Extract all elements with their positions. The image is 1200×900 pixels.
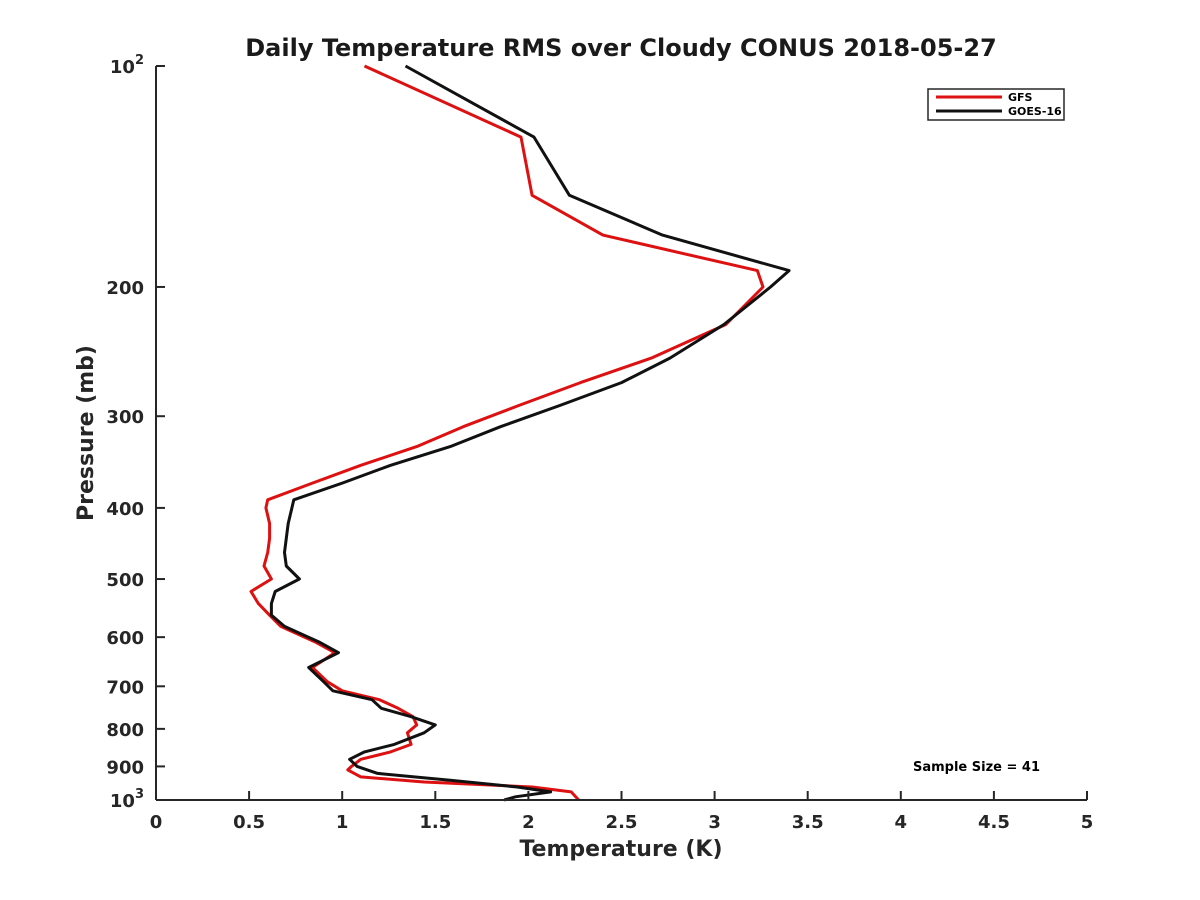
x-ticks: 0 0.5 1 1.5 2 2.5 3 3.5 4 4.5 5 (150, 791, 1094, 833)
y-tick-label-4: 500 (106, 570, 144, 591)
series-layer (249, 64, 791, 802)
x-tick-label-4: 2 (522, 812, 535, 833)
y-tick-label-6: 700 (106, 677, 144, 698)
series-line-goes16 (269, 64, 791, 802)
legend: GFS GOES-16 (927, 88, 1065, 121)
x-tick-label-5: 2.5 (606, 812, 638, 833)
y-tick-label-3: 400 (106, 499, 144, 520)
y-tick-label-8: 900 (106, 757, 144, 778)
y-tick-label-1: 200 (106, 278, 144, 299)
legend-label-goes16: GOES-16 (1008, 105, 1062, 118)
x-tick-label-1: 0.5 (233, 812, 265, 833)
x-tick-label-10: 5 (1081, 812, 1094, 833)
x-tick-label-0: 0 (150, 812, 163, 833)
axes (155, 66, 1087, 801)
x-tick-label-3: 1.5 (419, 812, 451, 833)
y-tick-label-5: 600 (106, 628, 144, 649)
y-axis-label: Pressure (mb) (74, 345, 99, 521)
series-line-gfs (249, 64, 765, 802)
x-tick-label-2: 1 (336, 812, 349, 833)
y-tick-label-0: 102 (110, 53, 144, 78)
legend-label-gfs: GFS (1008, 91, 1033, 104)
sample-size-annotation: Sample Size = 41 (913, 760, 1040, 775)
legend-box (927, 88, 1065, 121)
y-tick-label-7: 800 (106, 720, 144, 741)
chart-title: Daily Temperature RMS over Cloudy CONUS … (245, 34, 997, 62)
x-axis-label: Temperature (K) (519, 837, 722, 862)
x-tick-label-7: 3.5 (792, 812, 824, 833)
x-tick-label-8: 4 (895, 812, 908, 833)
y-tick-label-2: 300 (106, 407, 144, 428)
x-tick-label-9: 4.5 (978, 812, 1010, 833)
y-tick-label-9: 103 (110, 787, 144, 812)
y-ticks: 102 200 300 400 500 600 700 800 900 103 (106, 53, 165, 812)
x-tick-label-6: 3 (708, 812, 721, 833)
